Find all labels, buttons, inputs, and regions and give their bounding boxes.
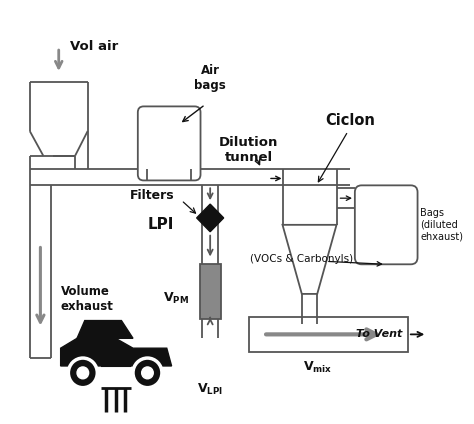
- Text: $\mathbf{V_{PM}}$: $\mathbf{V_{PM}}$: [163, 291, 189, 307]
- Text: LPI: LPI: [148, 218, 174, 232]
- Text: Ciclon: Ciclon: [325, 113, 375, 128]
- Text: To Vent: To Vent: [356, 329, 402, 339]
- Circle shape: [142, 367, 153, 379]
- Circle shape: [77, 367, 89, 379]
- Circle shape: [68, 358, 97, 388]
- FancyBboxPatch shape: [138, 106, 201, 181]
- Text: Vol air: Vol air: [70, 40, 118, 53]
- Bar: [200, 264, 221, 318]
- FancyBboxPatch shape: [355, 185, 418, 264]
- Polygon shape: [77, 321, 133, 338]
- Text: $\mathbf{V_{LPI}}$: $\mathbf{V_{LPI}}$: [197, 382, 223, 397]
- Bar: [200, 264, 221, 318]
- Text: Dilution
tunnel: Dilution tunnel: [219, 136, 278, 164]
- Text: Air
bags: Air bags: [194, 64, 226, 92]
- Polygon shape: [197, 204, 224, 232]
- Text: (VOCs & Carbonyls): (VOCs & Carbonyls): [250, 254, 353, 265]
- Text: Filters: Filters: [130, 189, 174, 202]
- Text: Volume
exhaust: Volume exhaust: [61, 285, 114, 313]
- Text: $\mathbf{V_{mix}}$: $\mathbf{V_{mix}}$: [303, 360, 333, 375]
- Circle shape: [133, 358, 162, 388]
- Bar: [249, 317, 408, 352]
- Polygon shape: [61, 338, 172, 366]
- Text: Bags
(diluted
ehxaust): Bags (diluted ehxaust): [420, 208, 464, 241]
